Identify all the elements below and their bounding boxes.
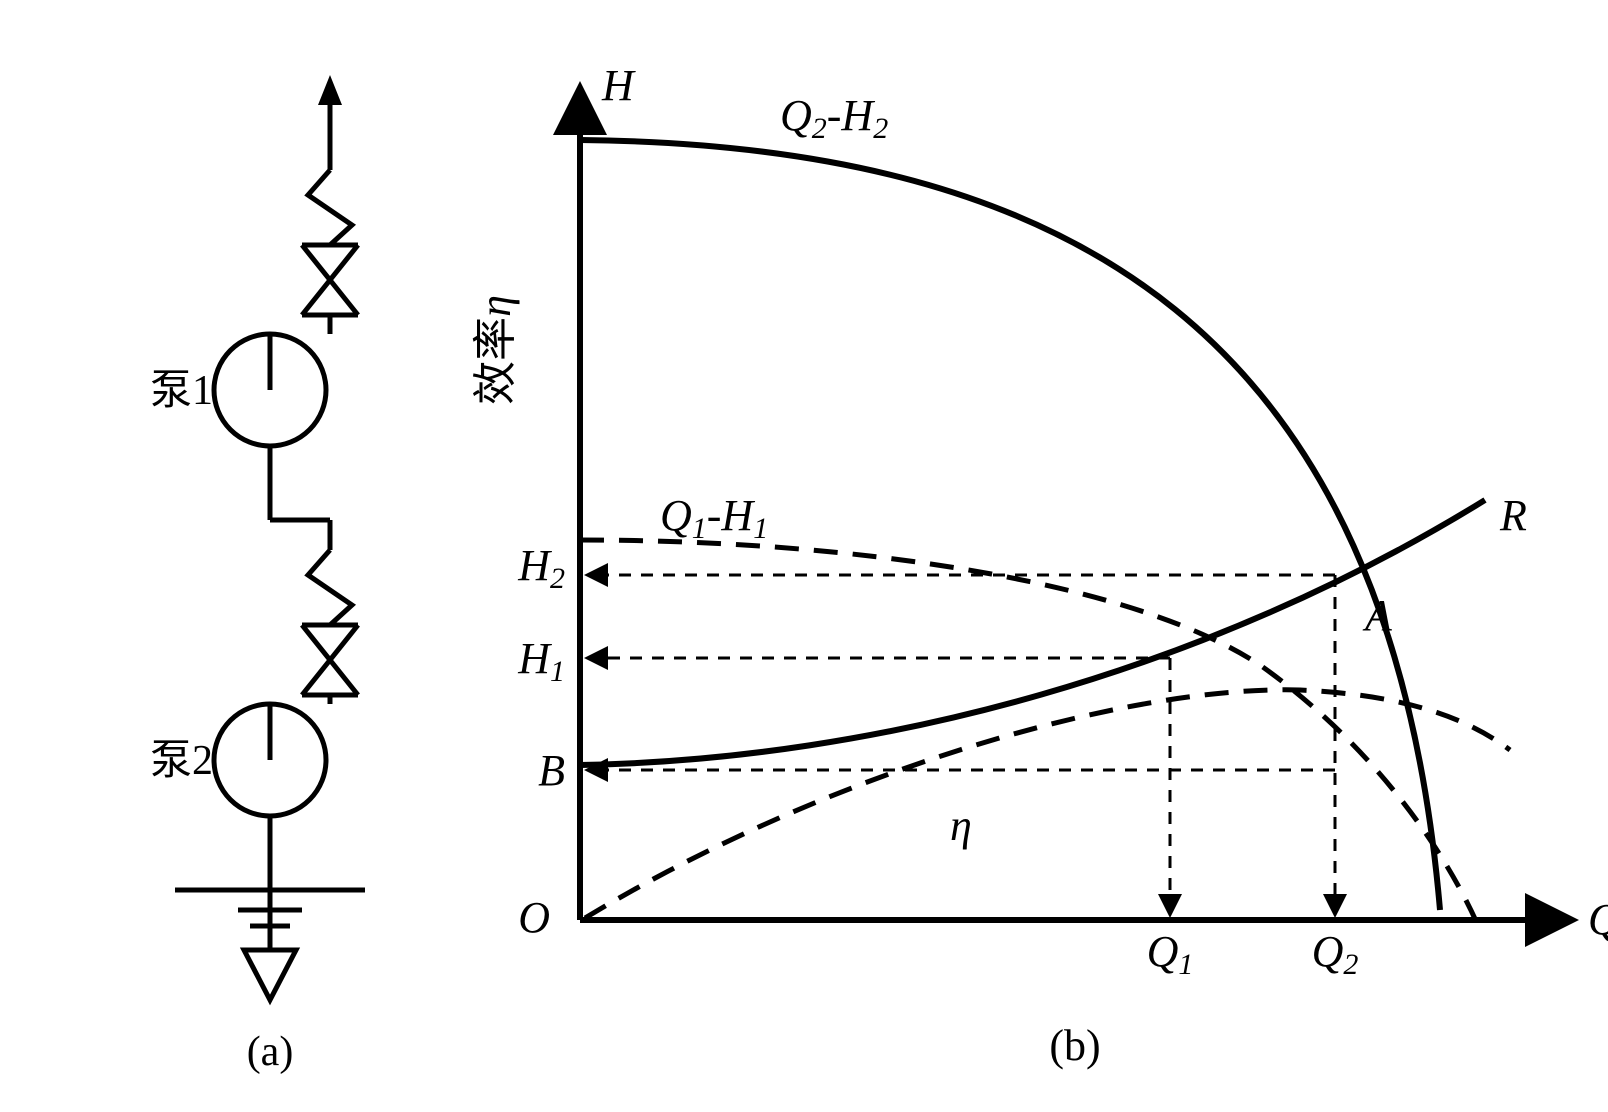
pump-2-label: 泵2 [150,738,213,784]
curve-q1h1 [580,540,1480,930]
caption-a: (a) [247,1029,294,1075]
diagram-a-group: 泵1 泵2 (a) [150,60,365,1075]
block-valve-1 [302,245,358,315]
main-svg: 泵1 泵2 (a) H Q O 效率η Q2-H2 Q1-H1 R A Bη H2 H1 Q1 Q2 (b) [20,20,1608,1092]
label-Q2: Q2 [1312,927,1359,981]
label-eta: η [950,801,972,850]
caption-b: (b) [1049,1021,1100,1070]
diagram-b-group: H Q O 效率η Q2-H2 Q1-H1 R A Bη H2 H1 Q1 Q2 (b) [471,61,1608,1070]
eta-axis-label: 效率η [471,295,520,405]
label-curve-q2h2: Q2-H2 [780,91,888,145]
label-Q: Q [1588,895,1608,944]
label-H1: H1 [517,634,565,688]
arrow-head-icon [318,75,342,105]
label-B: B [538,746,565,795]
svg-text:效率η: 效率η [471,295,520,405]
label-R: R [1499,491,1527,540]
label-O: O [518,893,550,942]
check-valve-1 [308,170,352,245]
strainer-icon [244,950,296,1000]
label-curve-q1h1: Q1-H1 [660,491,768,545]
diagram-container: 泵1 泵2 (a) H Q O 效率η Q2-H2 Q1-H1 R A Bη H2 H1 Q1 Q2 (b) [20,20,1608,1092]
block-valve-2 [302,625,358,695]
label-A: A [1362,591,1393,640]
label-H: H [601,61,636,110]
label-H2: H2 [517,541,565,595]
pump-1-label: 泵1 [150,368,213,414]
label-Q1: Q1 [1147,927,1194,981]
check-valve-2 [308,550,352,625]
curve-eta [585,690,1510,918]
